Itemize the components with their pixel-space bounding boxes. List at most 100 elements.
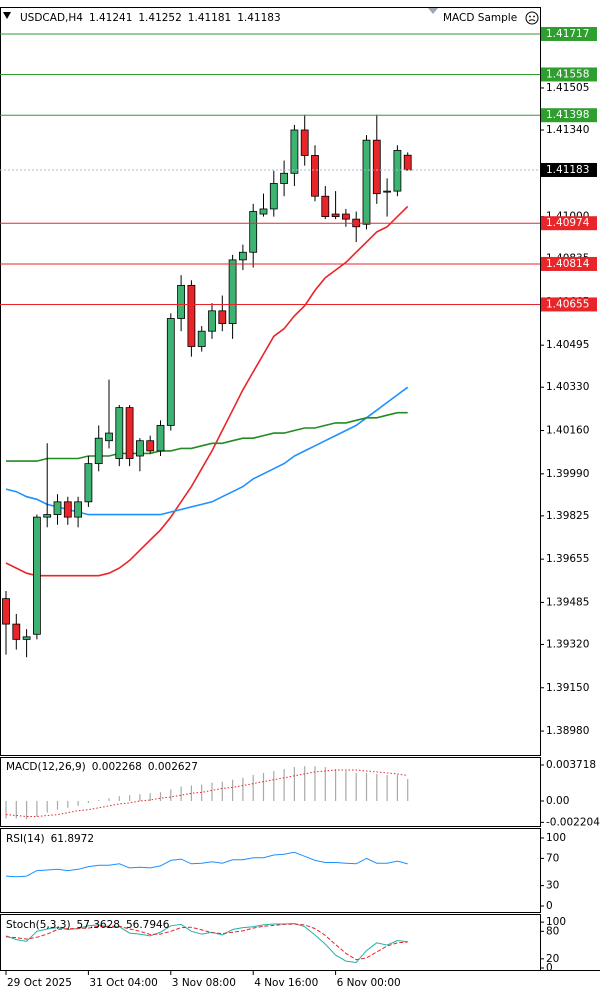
candle-body — [33, 516, 41, 635]
candle-body — [94, 437, 103, 465]
y-tick-label: 100 — [546, 916, 566, 928]
x-tick-label: 6 Nov 00:00 — [337, 977, 401, 989]
y-tick-label: 1.40160 — [546, 425, 589, 437]
candle-body — [166, 318, 175, 426]
y-tick-label: 1.39485 — [546, 596, 589, 608]
y-tick-label: 0 — [546, 900, 553, 912]
indicator-value: 61.8972 — [51, 833, 94, 845]
x-tick-label: 31 Oct 04:00 — [89, 977, 157, 989]
x-tick-label: 4 Nov 16:00 — [254, 977, 318, 989]
candle-body — [321, 195, 330, 217]
indicator-title: RSI(14) — [6, 833, 45, 845]
y-tick-label: 0.00 — [546, 795, 569, 807]
candle-body — [403, 154, 412, 171]
y-tick-label: 80 — [546, 925, 559, 937]
candle-body — [156, 425, 165, 452]
price-level-tag — [541, 297, 597, 312]
open-value: 1.41241 — [89, 12, 132, 24]
candle-body — [105, 432, 113, 442]
candle-body — [341, 213, 350, 220]
price-level-label: 1.40655 — [546, 298, 589, 310]
y-tick-label: 1.39320 — [546, 638, 589, 650]
candle-body — [259, 208, 268, 215]
close-value: 1.41183 — [237, 12, 280, 24]
price-level-tag — [541, 108, 597, 123]
y-tick-label: 100 — [546, 832, 566, 844]
price-level-label: 1.40814 — [546, 258, 590, 270]
indicator-value: 56.7946 — [126, 919, 170, 931]
y-tick-label: 1.39990 — [546, 468, 589, 480]
high-value: 1.41252 — [138, 12, 181, 24]
candle-body — [2, 598, 10, 625]
price-level-tag — [541, 256, 597, 271]
candle-body — [280, 172, 289, 184]
indicator-title: MACD(12,26,9) — [6, 761, 86, 773]
y-tick-label: 1.40495 — [546, 339, 589, 351]
candle-body — [372, 139, 381, 195]
expert-smiley[interactable] — [525, 11, 539, 25]
candle-body — [22, 636, 31, 640]
candle-body — [84, 463, 93, 503]
candle-body — [269, 183, 278, 210]
y-tick-label: 1.39825 — [546, 510, 589, 522]
candle-body — [197, 330, 206, 347]
candle-body — [177, 284, 186, 319]
y-tick-label: -0.002204 — [546, 816, 600, 828]
candle-body — [362, 139, 371, 225]
y-tick-label: 1.41505 — [546, 82, 589, 94]
candle-body — [311, 155, 319, 197]
y-tick-label: 1.39150 — [546, 682, 589, 694]
candle-body — [249, 211, 258, 253]
candle-body — [74, 501, 82, 518]
y-tick-label: 1.38980 — [546, 725, 589, 737]
candle-body — [383, 190, 392, 193]
candle-body — [53, 501, 62, 515]
candle-body — [125, 407, 134, 459]
shift-marker[interactable] — [428, 8, 438, 14]
candle-body — [331, 213, 340, 217]
candle-body — [115, 407, 124, 459]
y-tick-label: 1.40330 — [546, 381, 589, 393]
indicator-title: Stoch(5,3,3) — [6, 919, 71, 931]
candle-body — [43, 514, 52, 518]
candle-body — [218, 310, 227, 324]
chart-title: USDCAD,H4 — [20, 12, 83, 24]
candle-body — [300, 129, 309, 156]
moving-average — [5, 205, 409, 577]
price-level-tag — [541, 216, 597, 231]
candle-body — [146, 440, 155, 452]
candle-body — [12, 623, 21, 640]
macd-panel-frame — [0, 757, 541, 827]
rsi-line — [5, 851, 408, 878]
candle-body — [187, 284, 196, 347]
indicator-value: 57.3628 — [77, 919, 120, 931]
y-tick-label: 0.003718 — [546, 759, 596, 771]
moving-average — [5, 386, 409, 516]
last-price-label: 1.41183 — [546, 164, 589, 176]
last-price-tag — [541, 162, 597, 177]
price-level-tag — [541, 26, 597, 41]
price-level-label: 1.41717 — [546, 28, 589, 40]
candle-body — [63, 501, 72, 518]
x-tick-label: 3 Nov 08:00 — [172, 977, 236, 989]
indicator-value: 0.002627 — [148, 761, 198, 773]
symbol-menu-arrow[interactable] — [3, 12, 11, 19]
y-tick-label: 1.41340 — [546, 124, 589, 136]
expert-name: MACD Sample — [443, 12, 517, 24]
candle-body — [238, 251, 247, 261]
rsi-panel-frame — [0, 828, 541, 913]
price-level-label: 1.41558 — [546, 68, 589, 80]
price-level-tag — [541, 67, 597, 82]
x-tick-label: 29 Oct 2025 — [7, 977, 72, 989]
price-level-label: 1.40974 — [546, 217, 590, 229]
y-tick-label: 0 — [546, 962, 553, 974]
moving-average — [6, 411, 408, 462]
candle-body — [228, 259, 237, 324]
candle-body — [208, 310, 216, 332]
price-level-label: 1.41398 — [546, 109, 589, 121]
macd-signal — [5, 769, 408, 817]
low-value: 1.41181 — [188, 12, 231, 24]
